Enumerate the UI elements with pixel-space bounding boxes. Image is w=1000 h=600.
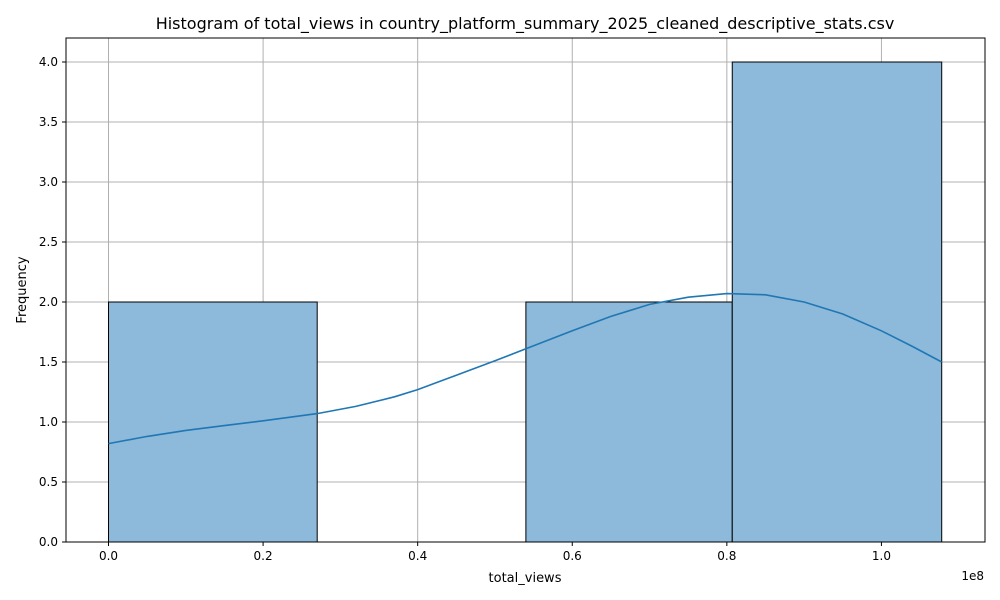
y-axis-ticks: 0.0 0.5 1.0 1.5 2.0 2.5 3.0 3.5 4.0 [39, 55, 66, 549]
x-axis-ticks: 0.0 0.2 0.4 0.6 0.8 1.0 [99, 542, 891, 563]
x-tick-label: 0.8 [717, 549, 736, 563]
y-tick-label: 2.5 [39, 235, 58, 249]
y-tick-label: 1.5 [39, 355, 58, 369]
x-axis-label: total_views [489, 571, 562, 586]
y-tick-label: 1.0 [39, 415, 58, 429]
kde-curve-group [108, 292, 943, 445]
plot-frame [65, 37, 986, 543]
x-tick-label: 0.2 [254, 549, 273, 563]
y-axis-label: Frequency [15, 256, 30, 323]
x-axis-scale-label: 1e8 [961, 569, 984, 583]
histogram-bar [525, 301, 733, 543]
y-tick-label: 0.0 [39, 535, 58, 549]
x-tick-label: 0.6 [563, 549, 582, 563]
y-tick-label: 0.5 [39, 475, 58, 489]
x-tick-label: 0.4 [408, 549, 427, 563]
y-tick-label: 2.0 [39, 295, 58, 309]
histogram-bars [108, 61, 943, 543]
kde-curve [108, 292, 943, 445]
y-tick-label: 3.0 [39, 175, 58, 189]
x-tick-label: 1.0 [872, 549, 891, 563]
histogram-bar [108, 301, 318, 543]
y-tick-label: 4.0 [39, 55, 58, 69]
x-tick-label: 0.0 [99, 549, 118, 563]
histogram-bar [731, 61, 943, 543]
chart-title: Histogram of total_views in country_plat… [156, 14, 895, 34]
y-tick-label: 3.5 [39, 115, 58, 129]
